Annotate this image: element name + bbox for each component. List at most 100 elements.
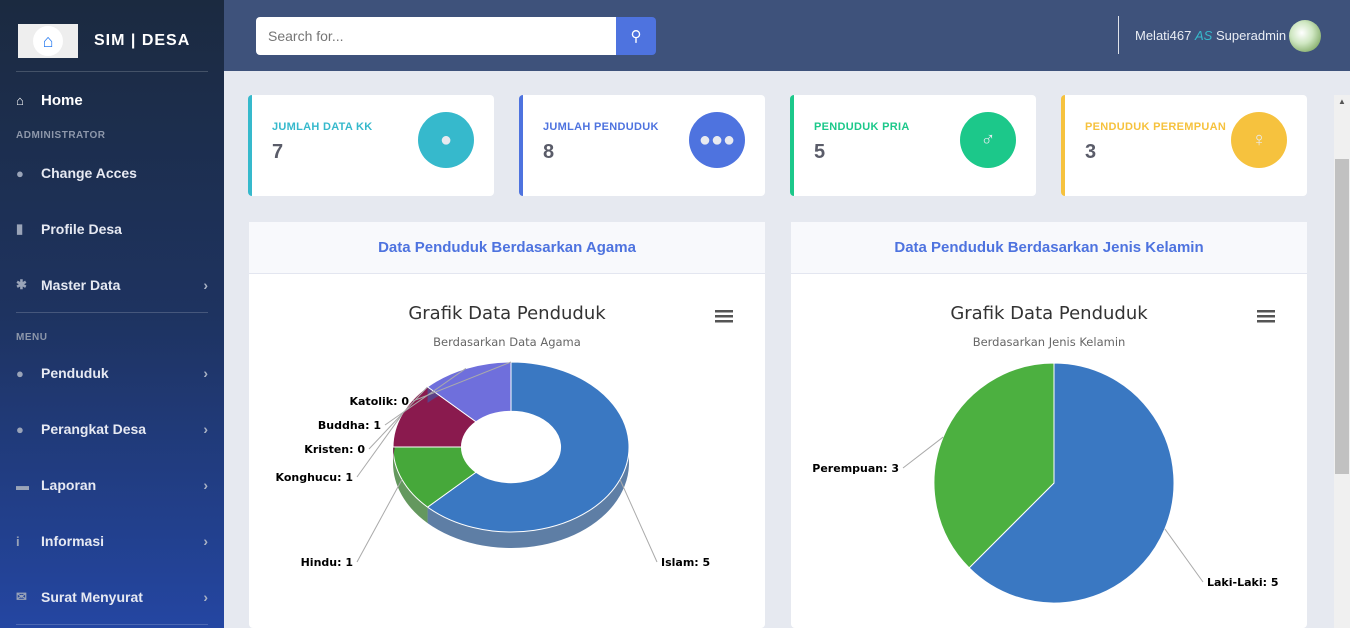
sidebar-item-master-data[interactable]: ✱ Master Data › bbox=[16, 277, 208, 293]
book-icon: ▬ bbox=[16, 477, 29, 493]
gear-icon: ✱ bbox=[16, 277, 27, 292]
chevron-right-icon: › bbox=[203, 365, 208, 381]
search-icon: ⚲ bbox=[630, 28, 642, 45]
info-icon: i bbox=[16, 533, 20, 549]
sidebar-item-change-acces[interactable]: ● Change Acces bbox=[16, 165, 208, 181]
users-icon: ●●● bbox=[689, 112, 745, 168]
divider bbox=[16, 71, 208, 72]
stat-card-kk: JUMLAH DATA KK 7 ● bbox=[248, 95, 494, 196]
data-label: Kristen: 0 bbox=[304, 443, 365, 456]
user-name: Melati467 bbox=[1135, 28, 1192, 43]
stat-value: 3 bbox=[1085, 141, 1097, 163]
pie-slice-laki-laki[interactable] bbox=[968, 362, 1175, 604]
stat-card-pria: PENDUDUK PRIA 5 ♂ bbox=[790, 95, 1036, 196]
envelope-icon: ✉ bbox=[16, 589, 27, 604]
stat-value: 7 bbox=[272, 141, 284, 163]
house-icon: ⌂ bbox=[33, 26, 63, 56]
window-scrollbar bbox=[1350, 0, 1366, 628]
sidebar-item-label: Profile Desa bbox=[41, 221, 122, 237]
panel-jenis-kelamin: Data Penduduk Berdasarkan Jenis Kelamin … bbox=[791, 222, 1307, 628]
chart-title: Grafik Data Penduduk bbox=[408, 303, 606, 324]
user-menu[interactable]: Melati467 AS Superadmin bbox=[1135, 28, 1286, 43]
section-heading: ADMINISTRATOR bbox=[16, 130, 106, 141]
search-input[interactable] bbox=[256, 17, 616, 55]
sidebar-item-informasi[interactable]: i Informasi › bbox=[16, 533, 208, 549]
menu-icon[interactable] bbox=[1257, 310, 1275, 323]
stat-card-perempuan: PENDUDUK PEREMPUAN 3 ♀ bbox=[1061, 95, 1307, 196]
menu-icon[interactable] bbox=[715, 310, 733, 323]
chart-subtitle: Berdasarkan Data Agama bbox=[433, 335, 581, 349]
stat-card-penduduk: JUMLAH PENDUDUK 8 ●●● bbox=[519, 95, 765, 196]
chart-jenis-kelamin: Grafik Data Penduduk Berdasarkan Jenis K… bbox=[812, 303, 1278, 604]
pie-slice-islam[interactable] bbox=[426, 361, 630, 533]
chart-title: Grafik Data Penduduk bbox=[950, 303, 1148, 324]
divider bbox=[1118, 16, 1119, 54]
sidebar-item-perangkat-desa[interactable]: ● Perangkat Desa › bbox=[16, 421, 208, 437]
user-as: AS bbox=[1195, 28, 1213, 43]
chart-agama: Grafik Data Penduduk Berdasarkan Data Ag… bbox=[276, 303, 733, 569]
pie-slice-side bbox=[393, 447, 428, 524]
user-role: Superadmin bbox=[1215, 28, 1287, 43]
stat-value: 8 bbox=[543, 141, 555, 163]
home-icon: ⌂ bbox=[16, 93, 24, 108]
sidebar-item-label: Surat Menyurat bbox=[41, 589, 143, 605]
scroll-up-icon[interactable]: ▲ bbox=[1338, 97, 1346, 106]
sidebar-item-label: Penduduk bbox=[41, 365, 109, 381]
connector-line bbox=[368, 386, 428, 450]
stat-value: 5 bbox=[814, 141, 826, 163]
scrollbar[interactable]: ▲ bbox=[1334, 95, 1350, 628]
search-button[interactable]: ⚲ bbox=[616, 17, 656, 55]
chevron-right-icon: › bbox=[203, 533, 208, 549]
topbar: ⚲ Melati467 AS Superadmin bbox=[224, 0, 1350, 71]
search-form: ⚲ bbox=[256, 17, 656, 55]
data-label: Islam: 5 bbox=[661, 556, 710, 569]
scrollbar-thumb[interactable] bbox=[1335, 159, 1349, 474]
panel-header: Data Penduduk Berdasarkan Jenis Kelamin bbox=[791, 222, 1307, 274]
male-icon: ♂ bbox=[960, 112, 1016, 168]
logo: ⌂ bbox=[18, 24, 78, 58]
stat-label: JUMLAH DATA KK bbox=[272, 121, 373, 133]
building-icon: ▮ bbox=[16, 221, 24, 236]
sidebar-item-surat-menyurat[interactable]: ✉ Surat Menyurat › bbox=[16, 589, 208, 605]
user-cog-icon: ● bbox=[16, 165, 24, 181]
connector-line bbox=[1164, 528, 1204, 583]
divider bbox=[16, 624, 208, 625]
sidebar-item-home[interactable]: ⌂ Home bbox=[16, 92, 208, 109]
chart-subtitle: Berdasarkan Jenis Kelamin bbox=[973, 335, 1126, 349]
divider bbox=[16, 312, 208, 313]
sidebar-item-laporan[interactable]: ▬ Laporan › bbox=[16, 477, 208, 493]
data-label: Konghucu: 1 bbox=[276, 471, 354, 484]
user-icon: ● bbox=[418, 112, 474, 168]
section-heading: MENU bbox=[16, 332, 48, 343]
avatar[interactable] bbox=[1289, 20, 1321, 52]
brand[interactable]: ⌂ SIM | DESA bbox=[18, 24, 190, 58]
sidebar-item-label: Perangkat Desa bbox=[41, 421, 147, 437]
brand-name: SIM | DESA bbox=[94, 32, 191, 49]
data-label: Perempuan: 3 bbox=[812, 462, 899, 475]
pie-slice-perempuan[interactable] bbox=[933, 362, 1055, 569]
data-label: Buddha: 1 bbox=[318, 419, 381, 432]
stat-label: JUMLAH PENDUDUK bbox=[543, 121, 659, 133]
panel-header: Data Penduduk Berdasarkan Agama bbox=[249, 222, 765, 274]
sidebar-item-penduduk[interactable]: ● Penduduk › bbox=[16, 365, 208, 381]
sidebar-item-label: Laporan bbox=[41, 477, 97, 493]
connector-line bbox=[356, 479, 403, 563]
pills-icon: ● bbox=[16, 365, 24, 381]
data-label: Hindu: 1 bbox=[301, 556, 353, 569]
chevron-right-icon: › bbox=[203, 277, 208, 293]
user-icon: ● bbox=[16, 421, 24, 437]
sidebar-item-label: Change Acces bbox=[41, 165, 137, 181]
connector-line bbox=[412, 361, 512, 402]
data-label: Katolik: 0 bbox=[349, 395, 409, 408]
panel-agama: Data Penduduk Berdasarkan Agama Grafik D… bbox=[249, 222, 765, 628]
chevron-right-icon: › bbox=[203, 477, 208, 493]
connector-line bbox=[356, 414, 403, 478]
connector-line bbox=[384, 368, 467, 426]
sidebar-item-label: Informasi bbox=[41, 533, 105, 549]
connector-line bbox=[902, 436, 944, 469]
chevron-right-icon: › bbox=[203, 421, 208, 437]
stat-label: PENDUDUK PEREMPUAN bbox=[1085, 121, 1227, 133]
sidebar-item-label: Home bbox=[41, 92, 83, 109]
sidebar-item-profile-desa[interactable]: ▮ Profile Desa bbox=[16, 221, 208, 237]
stat-label: PENDUDUK PRIA bbox=[814, 121, 910, 133]
